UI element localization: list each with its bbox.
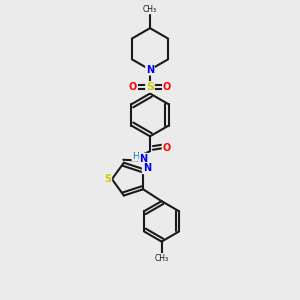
Text: H: H <box>132 152 139 161</box>
Text: N: N <box>140 154 148 164</box>
Text: CH₃: CH₃ <box>154 254 169 263</box>
Text: N: N <box>142 164 151 173</box>
Text: S: S <box>104 174 111 184</box>
Text: N: N <box>146 65 154 75</box>
Text: S: S <box>146 82 154 92</box>
Text: O: O <box>163 142 171 153</box>
Text: O: O <box>129 82 137 92</box>
Text: O: O <box>163 82 171 92</box>
Text: CH₃: CH₃ <box>143 4 157 14</box>
